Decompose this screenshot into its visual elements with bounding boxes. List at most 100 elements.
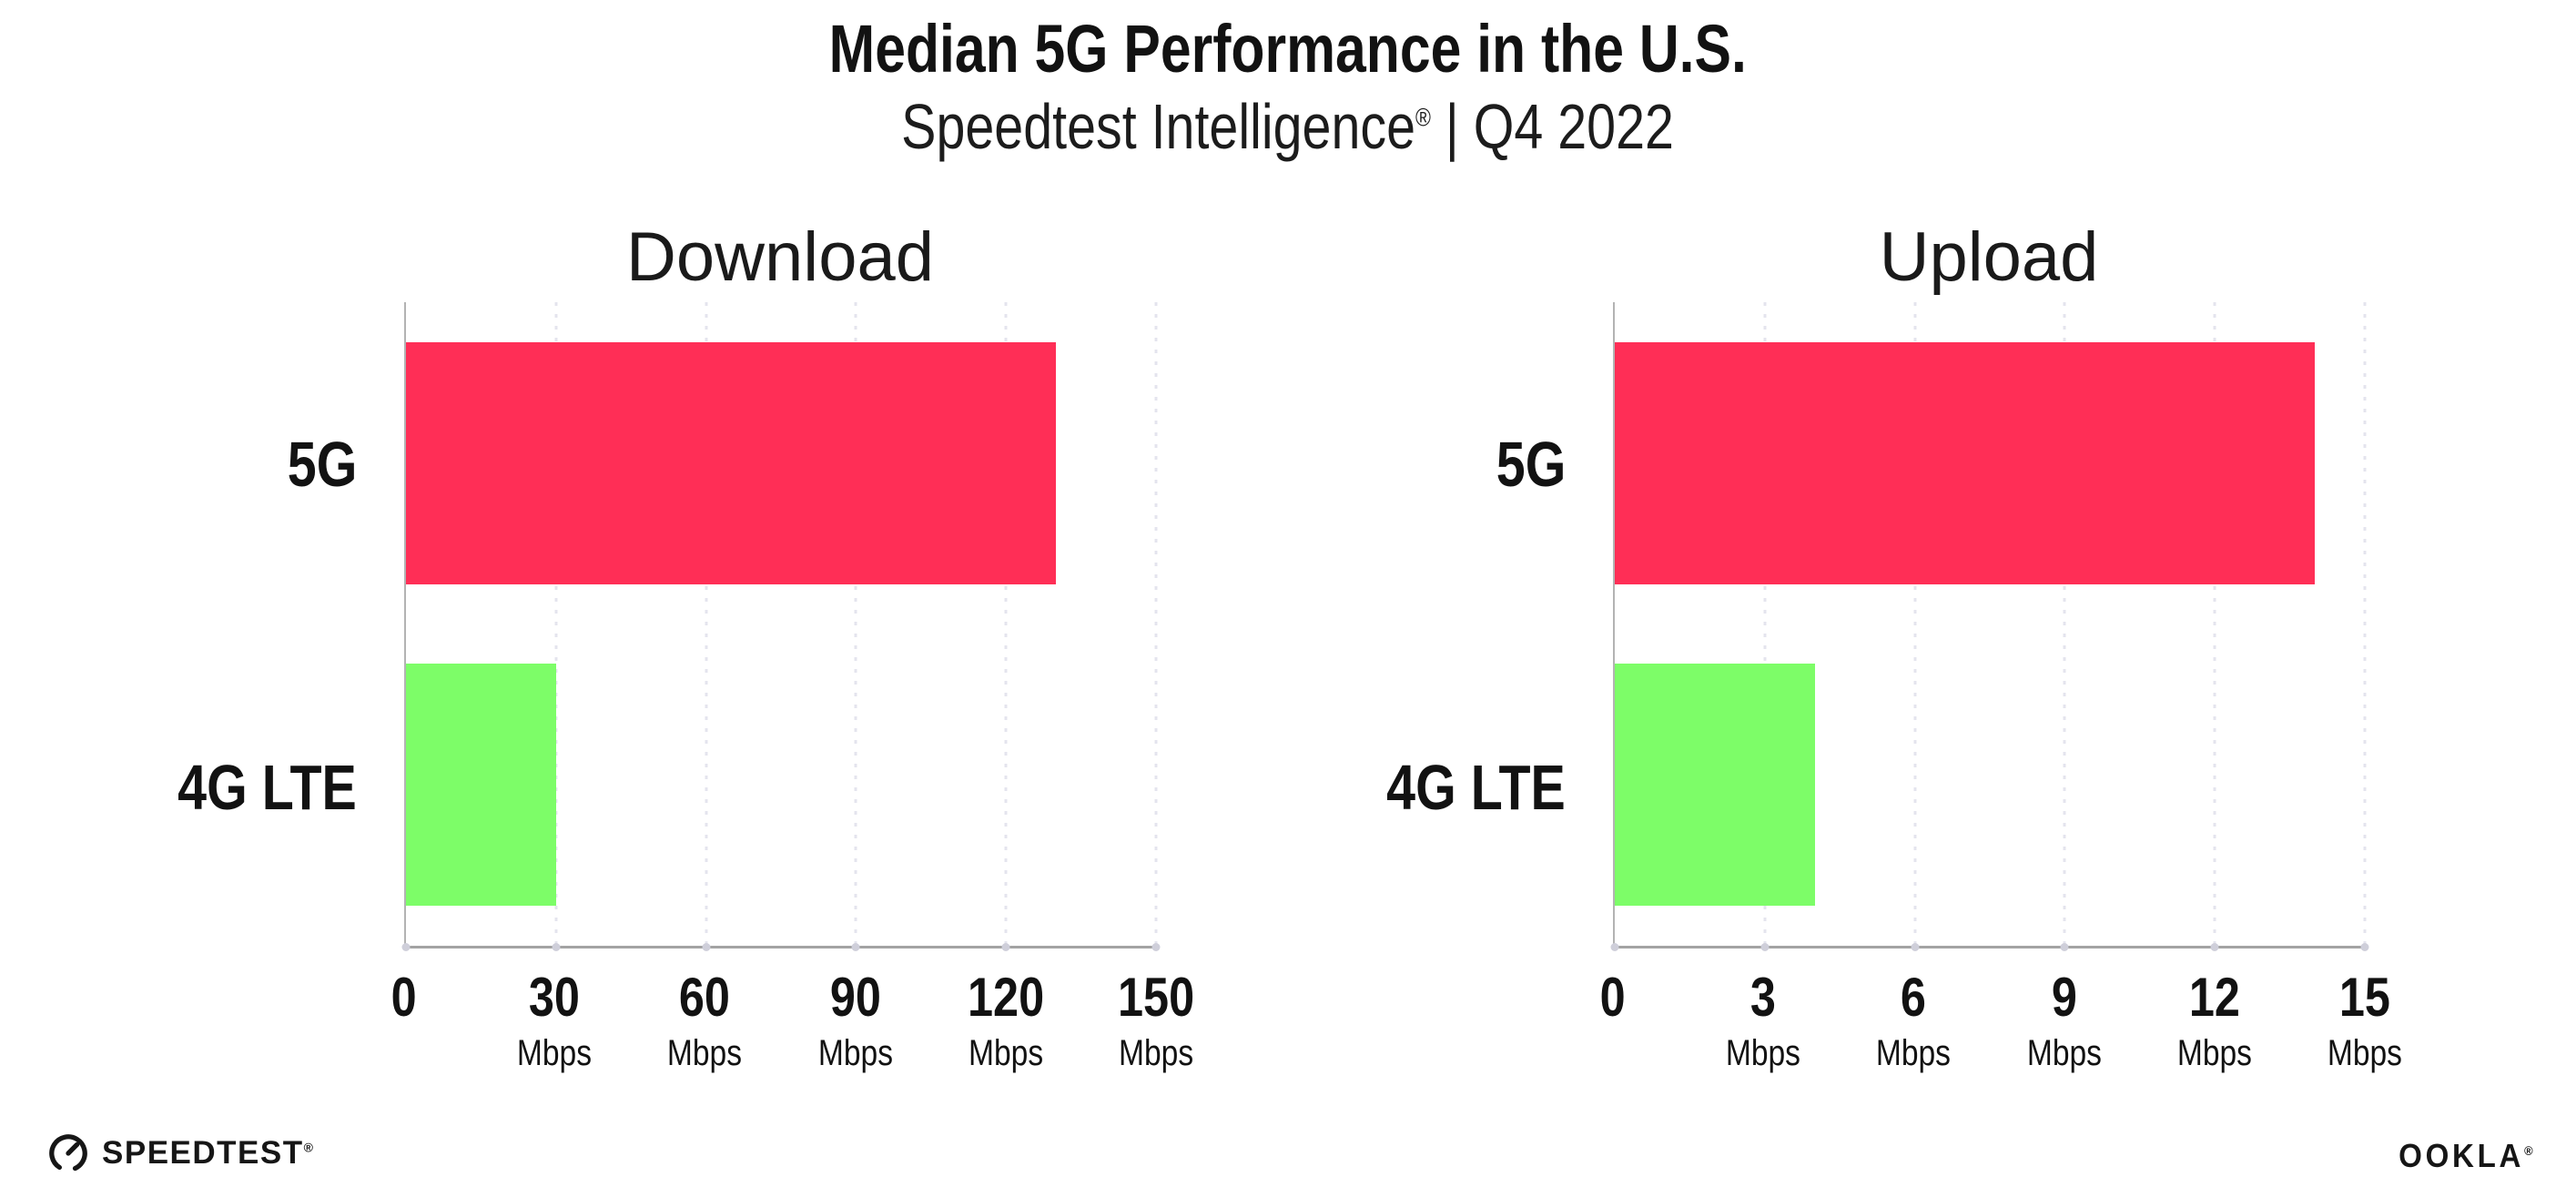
tick-unit: Mbps (667, 1033, 743, 1073)
axis-tick-dot (1760, 943, 1770, 951)
tick-label-inner: 150 Mbps (1118, 969, 1194, 1076)
speedtest-label: SPEEDTEST (102, 1135, 304, 1171)
category-label: 4G LTE (1156, 625, 1613, 948)
subtitle-quarter: | Q4 2022 (1431, 91, 1675, 162)
tick-label-inner: 0 (1600, 969, 1626, 1027)
tick-value: 0 (1599, 967, 1627, 1028)
axis-tick-dot (1151, 943, 1161, 951)
ookla-registered-mark: ® (2523, 1142, 2536, 1158)
sub-title-text: Speedtest Intelligence® | Q4 2022 (902, 89, 1675, 164)
panel-title-wrap: Upload (1613, 217, 2365, 299)
tick-value: 60 (679, 967, 731, 1028)
ookla-logo: OOKLA® (2387, 1136, 2536, 1176)
tick-label-inner: 90 Mbps (818, 969, 893, 1076)
download-chart-panel: Download 5G 4G LTE 0 30 Mbps 60 Mbps 90 Mbps 120… (0, 206, 1194, 1123)
registered-mark: ® (1415, 103, 1432, 132)
bar-track (406, 624, 1156, 947)
bar-track (1615, 624, 2365, 947)
panel-title: Upload (1879, 218, 2099, 296)
tick-value: 12 (2188, 967, 2240, 1028)
tick-label-inner: 30 Mbps (517, 969, 592, 1076)
tick-unit: Mbps (817, 1033, 893, 1073)
category-label-text: 5G (1496, 428, 1566, 500)
footer: SPEEDTEST® OOKLA® (47, 1132, 2536, 1179)
upload-chart-panel: Upload 5G 4G LTE 0 3 Mbps 6 Mbps 9 Mbps 12 Mbps 15… (1156, 206, 2402, 1123)
axis-tick-dot (2360, 943, 2369, 951)
tick-value: 0 (390, 967, 418, 1028)
speedtest-registered-mark: ® (303, 1140, 315, 1155)
category-label: 5G (1156, 302, 1613, 625)
main-title: Median 5G Performance in the U.S. (0, 9, 2576, 89)
sub-title: Speedtest Intelligence® | Q4 2022 (0, 89, 2576, 164)
gridlines (1610, 302, 2369, 951)
tick-row: 0 3 Mbps 6 Mbps 9 Mbps 12 Mbps 15 Mbps (1600, 967, 2402, 1123)
axis-tick-dot (401, 943, 411, 951)
main-title-text: Median 5G Performance in the U.S. (828, 11, 1748, 86)
speedtest-logo: SPEEDTEST® (47, 1132, 314, 1179)
header: Median 5G Performance in the U.S. Speedt… (0, 9, 2576, 164)
tick-unit: Mbps (2026, 1033, 2102, 1073)
gridline (1763, 302, 1767, 946)
category-label: 5G (0, 302, 404, 625)
bar-5g (1615, 341, 2316, 584)
subtitle-brand: Speedtest Intelligence (901, 91, 1416, 162)
tick-value: 120 (967, 967, 1044, 1028)
charts-row: Download 5G 4G LTE 0 30 Mbps 60 Mbps 90 Mbps 120… (0, 206, 2402, 1123)
gridline (2363, 302, 2367, 946)
category-label: 4G LTE (0, 625, 404, 948)
tick-value: 30 (529, 967, 581, 1028)
tick-value: 6 (1901, 967, 1927, 1028)
ookla-label: OOKLA (2398, 1136, 2524, 1174)
tick-unit: Mbps (1876, 1033, 1952, 1073)
gridlines (401, 302, 1161, 951)
tick-unit: Mbps (968, 1033, 1043, 1073)
category-label-text: 5G (287, 428, 357, 500)
plot-area (1610, 302, 2369, 951)
category-label-text: 4G LTE (177, 751, 357, 823)
axis-tick-dot (702, 943, 711, 951)
tick-label-inner: 15 Mbps (2328, 969, 2402, 1076)
tick-unit: Mbps (517, 1033, 593, 1073)
tick-value: 3 (1750, 967, 1777, 1028)
gridline (554, 302, 558, 946)
panel-title: Download (626, 218, 934, 296)
tick-label-inner: 0 (391, 969, 417, 1027)
category-labels: 5G 4G LTE (1156, 302, 1613, 948)
axis-tick-dot (1610, 943, 1619, 951)
axis-tick-dot (2060, 943, 2069, 951)
tick-unit: Mbps (2176, 1033, 2252, 1073)
ookla-wordmark: OOKLA® (2399, 1136, 2536, 1176)
tick-unit: Mbps (1118, 1033, 1194, 1073)
tick-value: 150 (1117, 967, 1195, 1028)
tick-row: 0 30 Mbps 60 Mbps 90 Mbps 120 Mbps 150 Mbps (391, 969, 1194, 1123)
bar-5g (406, 341, 1057, 584)
category-label-text: 4G LTE (1386, 751, 1566, 823)
axis-tick-dot (1001, 943, 1010, 951)
tick-label-inner: 6 Mbps (1876, 969, 1951, 1076)
tick-unit: Mbps (1726, 1033, 1801, 1073)
gridline (705, 302, 708, 946)
bar-track (406, 302, 1156, 624)
speedtest-gauge-icon (47, 1132, 89, 1179)
gridline (854, 302, 857, 946)
axis-tick-dot (2210, 943, 2219, 951)
bar-track (1615, 302, 2365, 624)
tick-label-inner: 3 Mbps (1726, 969, 1800, 1076)
tick-value: 90 (829, 967, 881, 1028)
bar-4g-lte (406, 664, 556, 907)
bars (406, 302, 1156, 946)
tick-value: 15 (2338, 967, 2391, 1028)
tick-label-inner: 12 Mbps (2177, 969, 2252, 1076)
axis-tick-dot (1911, 943, 1920, 951)
gridline (2213, 302, 2216, 946)
tick-value: 9 (2051, 967, 2077, 1028)
gridline (1004, 302, 1008, 946)
category-labels: 5G 4G LTE (0, 302, 404, 948)
gridline (1913, 302, 1917, 946)
plot-area (401, 302, 1161, 951)
tick-label-inner: 60 Mbps (667, 969, 742, 1076)
gridline (2063, 302, 2066, 946)
bars (1615, 302, 2365, 946)
tick-label-inner: 120 Mbps (968, 969, 1044, 1076)
